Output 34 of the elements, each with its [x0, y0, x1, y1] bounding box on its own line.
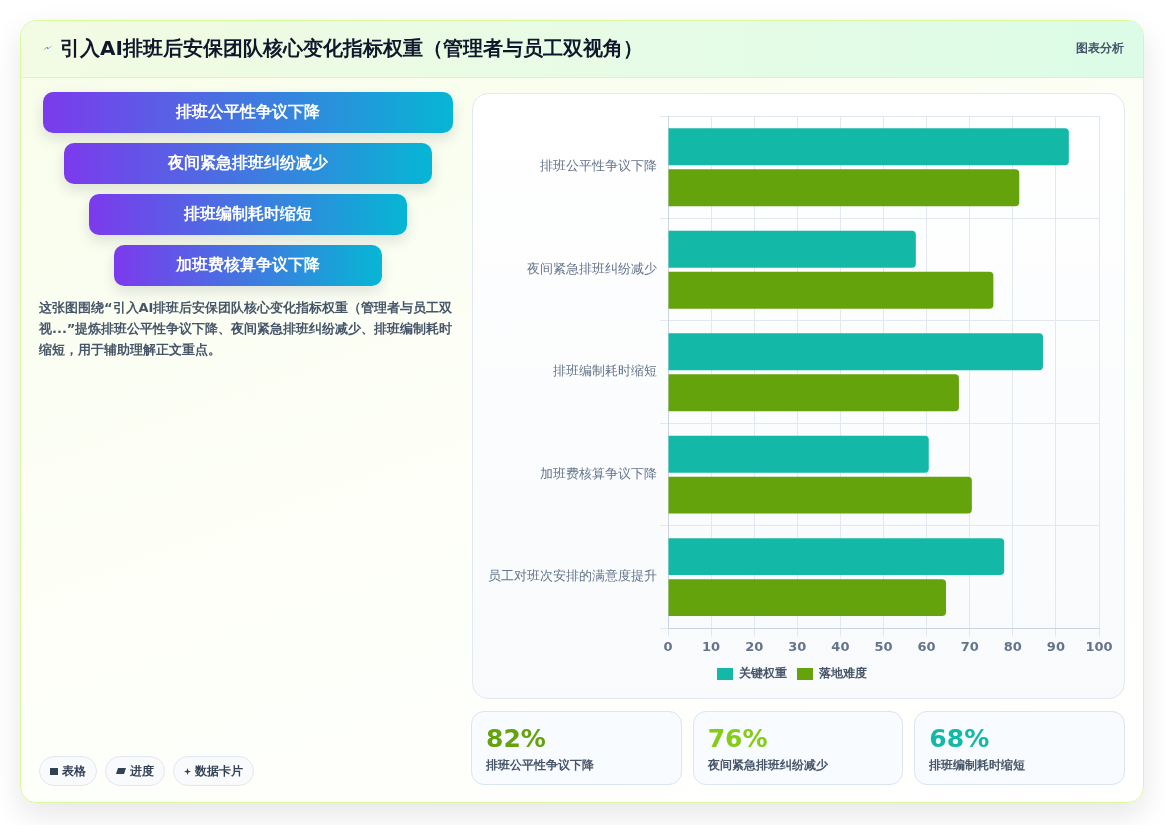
text: 82% [486, 724, 546, 753]
text: 这张图围绕“引入AI排班后安保团队核心变化指标权重（管理者与员工双视...”提炼排班公平性争议下降、夜间紧急排班纠纷减少、排班编制耗时缩短，用于辅助理解正文重点。 [39, 300, 453, 357]
text: 图表分析 [1076, 41, 1124, 55]
x-tick-label: 40 [831, 638, 850, 654]
category-label: 夜间紧急排班纠纷减少 [168, 153, 328, 174]
y-tick-label: 加班费核算争议下降 [540, 465, 657, 481]
text: 进度 [130, 763, 154, 779]
text: 表格 [62, 763, 86, 779]
category-label: 排班编制耗时缩短 [184, 204, 312, 225]
y-tick-label: 员工对班次安排的满意度提升 [488, 568, 657, 584]
x-tick-label: 60 [917, 638, 936, 654]
x-tick-label: 50 [874, 638, 893, 654]
legend-label: 落地难度 [818, 666, 867, 681]
x-tick-label: 90 [1046, 638, 1065, 654]
x-tick-label: 100 [1085, 638, 1113, 654]
text: 排班公平性争议下降 [486, 758, 594, 772]
y-tick-label: 排班公平性争议下降 [540, 158, 657, 174]
x-tick-label: 10 [702, 638, 721, 654]
x-tick-label: 80 [1003, 638, 1022, 654]
x-tick-label: 30 [788, 638, 807, 654]
x-tick-label: 70 [960, 638, 979, 654]
legend-label: 关键权重 [738, 666, 787, 681]
y-tick-label: 夜间紧急排班纠纷减少 [527, 260, 657, 276]
x-tick-label: 20 [745, 638, 764, 654]
text: 引入AI排班后安保团队核心变化指标权重（管理者与员工双视角） [60, 36, 643, 60]
y-tick-label: 排班编制耗时缩短 [553, 363, 657, 379]
x-tick-label: 0 [663, 638, 673, 654]
category-label: 加班费核算争议下降 [176, 255, 320, 276]
text: 排班编制耗时缩短 [929, 758, 1026, 772]
text: 68% [929, 724, 990, 753]
category-label: 排班公平性争议下降 [176, 102, 320, 123]
text: 夜间紧急排班纠纷减少 [707, 758, 828, 772]
text: 数据卡片 [195, 763, 243, 779]
text: 76% [707, 724, 768, 753]
